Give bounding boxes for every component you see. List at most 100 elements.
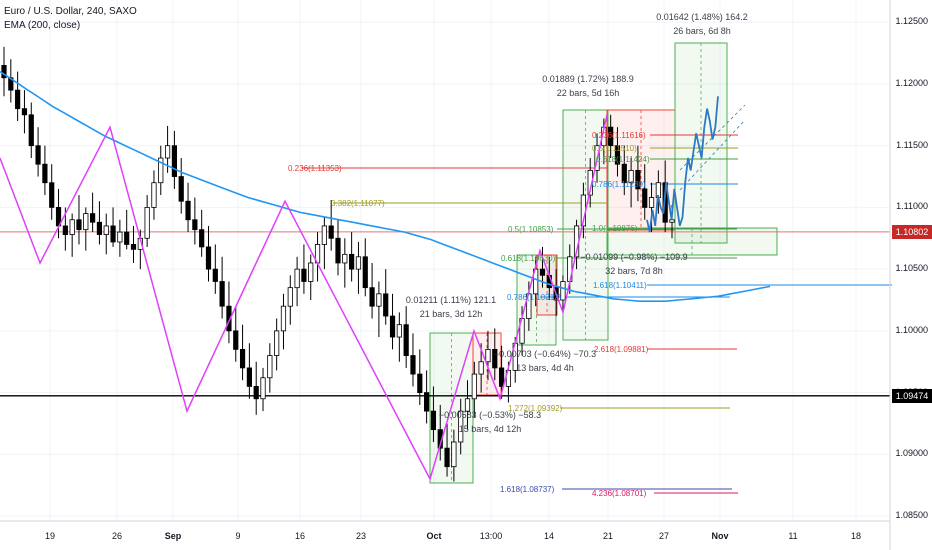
candle-body: [424, 392, 430, 412]
candle-body: [451, 441, 457, 468]
candle-body: [219, 281, 225, 307]
candle-body: [328, 225, 334, 239]
candle: [485, 330, 491, 381]
candle-body: [342, 253, 348, 264]
fib-level-label: 0.236(1.11353): [288, 164, 342, 173]
candle: [219, 256, 225, 319]
candle-body: [178, 176, 184, 202]
candle: [144, 195, 150, 247]
candle: [314, 232, 321, 282]
fib-level-label: 0.382(1.11077): [331, 199, 385, 208]
price-tick-label: 1.10500: [895, 263, 928, 274]
candle: [492, 328, 498, 381]
candle: [383, 269, 389, 325]
candle: [199, 209, 205, 257]
candle-body: [130, 244, 137, 250]
candle-body: [260, 377, 266, 400]
candle: [124, 209, 130, 250]
candle: [178, 158, 184, 214]
candle: [35, 127, 41, 177]
candle-body: [349, 253, 355, 270]
price-tick-label: 1.12000: [895, 77, 928, 88]
symbol-title: Euro / U.S. Dollar, 240, SAXO: [4, 6, 137, 17]
fib-level-label: 2.618(1.09881): [594, 345, 649, 354]
candle: [342, 238, 348, 288]
time-tick-label: 21: [602, 531, 614, 541]
candle-body: [478, 361, 484, 375]
candle-body: [321, 225, 327, 245]
candle: [389, 293, 396, 350]
fib-labels: 0.236(1.11353) 0.382(1.11077) 0.5(1.10853)…: [288, 131, 650, 498]
candle-body: [117, 231, 123, 243]
measure-label: 22 bars, 5d 16h: [557, 88, 620, 98]
candle: [267, 343, 273, 393]
candle: [226, 281, 232, 344]
candle: [69, 213, 75, 257]
candle-body: [185, 200, 191, 221]
candle-body: [199, 229, 205, 248]
candle: [49, 164, 55, 220]
candle-body: [15, 89, 21, 110]
candle: [560, 275, 566, 313]
candle: [151, 170, 157, 220]
candle-body: [294, 268, 300, 289]
candle-body: [21, 108, 28, 116]
measure-label: −0.00583 (−0.53%) −58.3: [439, 410, 541, 420]
candle-body: [90, 213, 96, 223]
candle-body: [362, 256, 368, 289]
candle-body: [267, 355, 273, 379]
measure-annotations: 0.01642 (1.48%) 164.2 26 bars, 6d 8h 0.018…: [406, 12, 748, 434]
fib-level-label: 0.618(1.11424): [596, 155, 650, 164]
ema-line: [0, 70, 771, 303]
fib-lines: [302, 134, 892, 494]
fib-level-label: 0.618(1.10630): [501, 254, 556, 263]
time-tick-label: Nov: [711, 531, 729, 541]
fib-level-label: 0.5(1.11510): [592, 144, 637, 153]
candle-body: [171, 145, 178, 177]
candle: [42, 145, 48, 196]
candle: [444, 423, 450, 477]
time-tick-label: Oct: [426, 531, 442, 541]
measure-label: 15 bars, 4d 12h: [459, 424, 522, 434]
candle-body: [239, 348, 246, 369]
candle-body: [369, 287, 375, 307]
measure-label: 13 bars, 4d 4h: [516, 363, 574, 373]
time-tick-label: 16: [294, 531, 306, 541]
candle: [83, 207, 89, 251]
fib-level-label: 0.5(1.10853): [508, 225, 554, 234]
fib-level-label: 1.618(1.10411): [593, 281, 647, 290]
candle: [396, 312, 402, 362]
price-tick-label: 1.08500: [895, 510, 928, 521]
candle: [90, 192, 96, 233]
candle: [328, 200, 334, 251]
projection-path: [646, 96, 746, 233]
fib-level-label: 0.786(1.10312): [507, 293, 562, 302]
candle: [458, 398, 464, 455]
candle-body: [539, 268, 546, 276]
candle-body: [642, 188, 648, 208]
fib-level-label: 1.618(1.08737): [500, 485, 555, 494]
candle: [464, 380, 471, 430]
time-tick-label: Sep: [164, 531, 182, 541]
candle-body: [669, 219, 675, 223]
time-tick-label: 13:00: [479, 531, 503, 541]
candle-body: [280, 305, 287, 332]
ema-curve: [0, 70, 771, 303]
candle-body: [355, 256, 362, 270]
candle: [355, 241, 362, 294]
candle: [335, 219, 341, 276]
candle-body: [485, 348, 491, 363]
projection-line: [646, 96, 719, 233]
candle: [321, 217, 327, 270]
measure-label: 0.01211 (1.11%) 121.1: [406, 295, 496, 305]
projection-channel: [679, 119, 746, 191]
candle: [539, 246, 546, 288]
candle-body: [246, 367, 252, 387]
indicator-title: EMA (200, close): [4, 20, 81, 31]
candle: [103, 213, 109, 255]
candle-body: [410, 355, 416, 375]
candle-body: [335, 237, 341, 264]
candle-body: [103, 225, 109, 235]
